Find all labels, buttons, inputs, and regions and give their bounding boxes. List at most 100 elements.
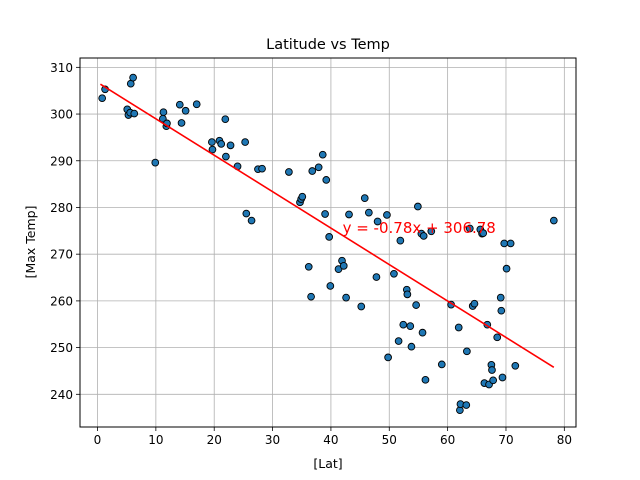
data-point	[462, 401, 471, 409]
x-tick-label: 80	[557, 433, 572, 447]
data-point	[151, 158, 160, 167]
data-point	[465, 224, 474, 233]
data-point	[418, 328, 427, 337]
data-point	[407, 342, 416, 351]
data-point	[308, 167, 317, 175]
data-point	[325, 233, 334, 241]
data-point	[318, 150, 327, 159]
data-point	[383, 211, 391, 219]
data-point	[470, 299, 479, 308]
data-point	[177, 119, 186, 127]
plot-frame	[79, 57, 577, 428]
data-point	[437, 360, 446, 369]
x-tick-label: 70	[498, 433, 513, 447]
data-point	[488, 366, 496, 374]
data-point	[390, 269, 398, 278]
data-point	[498, 373, 507, 382]
data-point	[479, 229, 488, 238]
y-axis-label: [Max Temp]	[23, 206, 38, 279]
y-tick-label: 260	[50, 294, 73, 308]
x-tick-label: 20	[207, 433, 222, 447]
data-point	[373, 217, 382, 226]
data-point	[360, 194, 369, 202]
data-point	[298, 192, 307, 201]
x-tick-label: 0	[94, 433, 102, 447]
grid-lines	[80, 58, 576, 427]
y-tick-label: 250	[50, 341, 73, 355]
data-point	[241, 138, 249, 146]
data-point	[502, 264, 511, 273]
data-point	[489, 376, 497, 385]
data-point	[345, 210, 353, 219]
data-point	[159, 108, 168, 117]
data-point	[549, 216, 558, 225]
x-axis-label: [Lat]	[313, 456, 342, 471]
data-point	[394, 337, 403, 345]
data-point	[208, 138, 216, 146]
y-tick-label: 270	[50, 248, 73, 262]
data-point	[511, 361, 520, 370]
chart-title: Latitude vs Temp	[266, 37, 390, 53]
data-point	[339, 262, 348, 270]
data-point	[399, 320, 408, 329]
data-point	[181, 106, 190, 115]
regression-line	[99, 83, 555, 368]
data-point	[175, 100, 184, 109]
x-tick-label: 10	[148, 433, 163, 447]
data-point	[192, 100, 201, 109]
data-point	[130, 109, 139, 118]
data-point	[285, 168, 293, 176]
data-point	[496, 293, 505, 302]
data-point	[217, 140, 226, 148]
data-point	[242, 209, 251, 218]
data-point	[493, 333, 502, 342]
data-point	[208, 145, 217, 154]
regression-equation-label: y = -0.78x + 306.78	[343, 219, 496, 237]
data-point	[403, 290, 412, 299]
y-tick-label: 290	[50, 154, 73, 168]
data-point	[463, 347, 471, 356]
data-point	[221, 115, 230, 124]
data-point	[304, 262, 313, 271]
y-tick-label: 280	[50, 201, 73, 215]
data-point	[384, 353, 392, 362]
data-point	[396, 236, 405, 245]
data-point	[500, 239, 509, 248]
y-tick-label: 240	[50, 388, 73, 402]
scatter-points	[98, 73, 558, 415]
data-point	[247, 216, 256, 225]
data-point	[406, 322, 415, 330]
x-tick-label: 40	[323, 433, 338, 447]
data-point	[322, 176, 331, 184]
data-point	[419, 232, 428, 240]
data-point	[497, 306, 506, 315]
data-point	[129, 73, 137, 82]
data-point	[506, 239, 515, 248]
data-point	[258, 164, 266, 173]
data-point	[222, 152, 230, 161]
data-point	[307, 292, 315, 301]
data-point	[364, 208, 373, 217]
data-point	[98, 94, 107, 103]
data-point	[226, 141, 235, 150]
data-point	[372, 273, 381, 281]
data-point	[357, 302, 366, 311]
data-point	[421, 375, 430, 384]
y-tick-label: 300	[50, 108, 73, 122]
data-point	[454, 323, 463, 332]
x-tick-label: 30	[265, 433, 280, 447]
data-point	[414, 202, 422, 211]
data-point	[321, 210, 329, 218]
data-point	[342, 293, 350, 302]
x-axis-ticks: 0 10 20 30 40 50 60 70 80	[94, 427, 572, 447]
regression-layer: y = -0.78x + 306.78	[99, 83, 555, 368]
data-point	[427, 227, 436, 236]
x-tick-label: 60	[440, 433, 455, 447]
y-tick-label: 310	[50, 61, 73, 75]
data-point	[326, 282, 335, 290]
data-point	[314, 163, 323, 172]
data-point	[412, 301, 420, 309]
